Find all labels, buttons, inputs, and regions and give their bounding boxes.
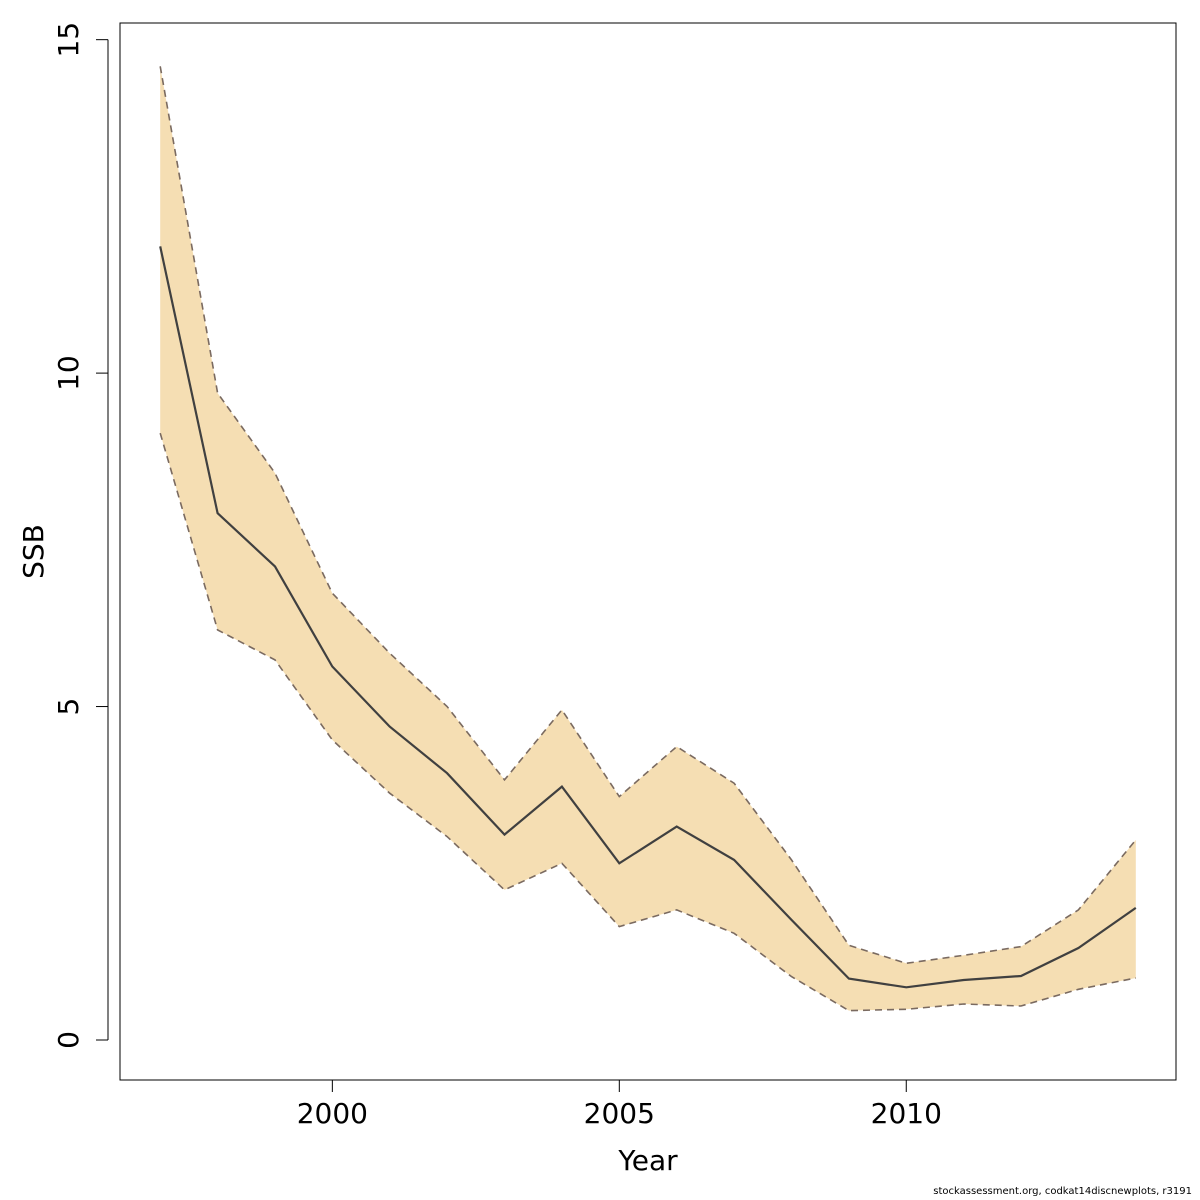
y-axis-title: SSB [17,524,50,579]
x-axis: 2000 2005 2010 [297,1079,942,1130]
y-tick-label: 5 [52,698,85,716]
x-tick-label: 2000 [297,1097,368,1130]
y-tick-label: 0 [52,1031,85,1049]
y-axis: 0 5 10 15 [52,22,109,1049]
y-tick-label: 10 [52,355,85,391]
x-axis-title: Year [617,1144,678,1177]
upper-bound-line [159,66,1137,965]
lower-bound-line [159,432,1136,1012]
x-tick-label: 2005 [584,1097,655,1130]
footer-note: stockassessment.org, codkat14discnewplot… [933,1186,1192,1197]
ssb-estimate-line [159,246,1137,989]
confidence-band [160,66,1136,1011]
x-tick-label: 2010 [871,1097,942,1130]
y-tick-label: 15 [52,22,85,58]
